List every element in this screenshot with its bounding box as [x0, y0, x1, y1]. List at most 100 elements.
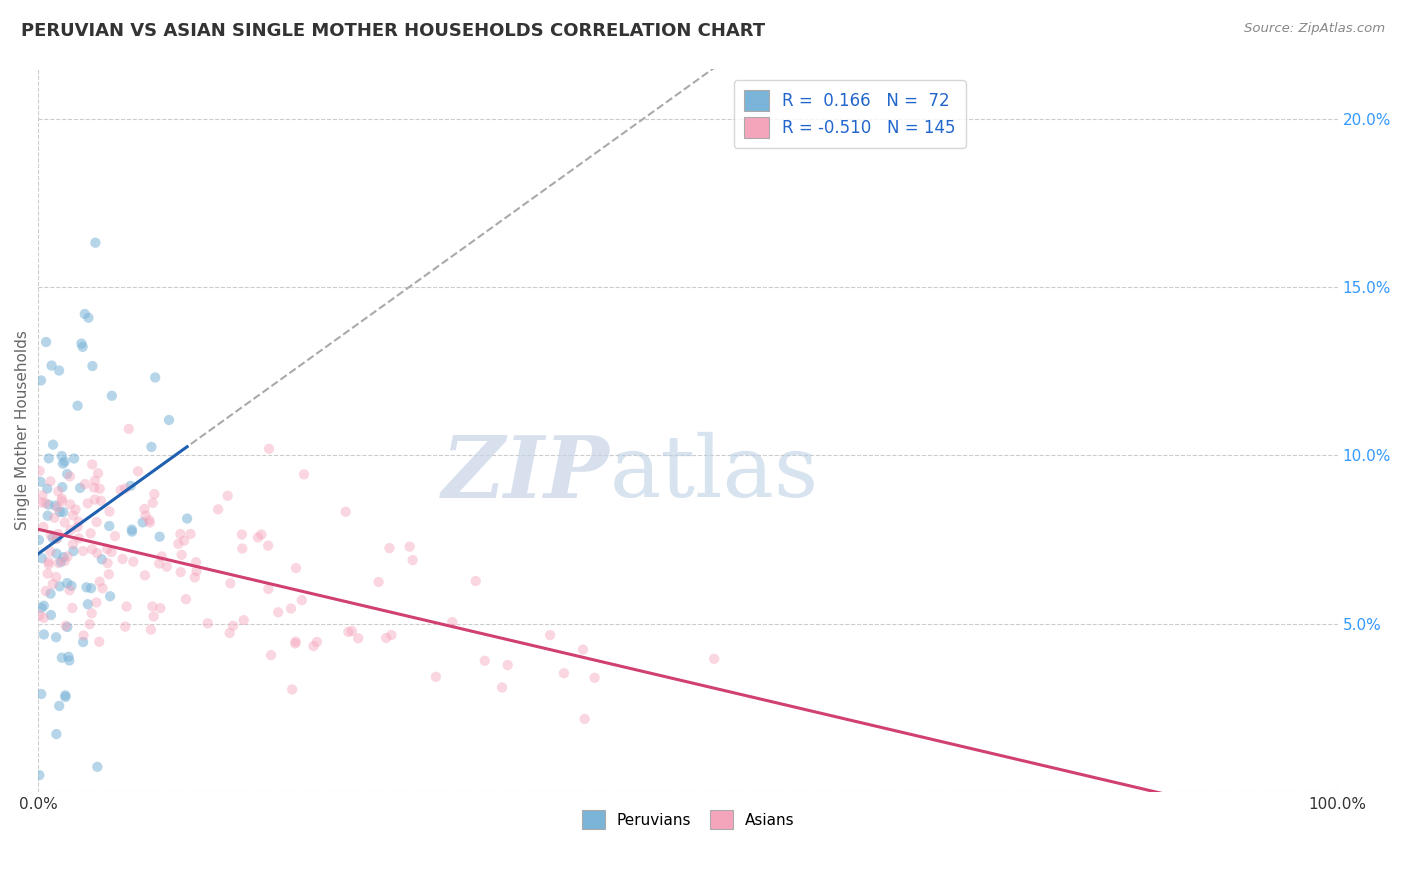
Point	[139, 623, 162, 637]
Point	[574, 712, 596, 726]
Point	[464, 574, 486, 588]
Point	[53, 516, 76, 530]
Point	[52, 505, 75, 519]
Point	[59, 583, 82, 598]
Point	[67, 515, 90, 529]
Point	[104, 529, 127, 543]
Point	[62, 508, 84, 523]
Text: ZIP: ZIP	[443, 432, 610, 516]
Point	[32, 627, 55, 641]
Point	[42, 577, 65, 591]
Point	[34, 496, 56, 510]
Point	[82, 359, 104, 373]
Point	[39, 475, 62, 489]
Point	[76, 580, 98, 594]
Point	[176, 511, 198, 525]
Point	[114, 619, 136, 633]
Point	[167, 537, 190, 551]
Point	[73, 307, 96, 321]
Point	[56, 467, 79, 481]
Point	[110, 483, 132, 497]
Point	[553, 666, 575, 681]
Point	[51, 449, 73, 463]
Point	[232, 613, 254, 627]
Point	[148, 557, 170, 571]
Point	[122, 555, 145, 569]
Point	[38, 451, 60, 466]
Point	[53, 455, 76, 469]
Point	[441, 615, 464, 629]
Point	[197, 616, 219, 631]
Point	[401, 553, 423, 567]
Point	[231, 541, 253, 556]
Point	[135, 508, 157, 523]
Point	[285, 561, 308, 575]
Point	[111, 552, 134, 566]
Point	[28, 608, 51, 623]
Point	[46, 531, 69, 545]
Point	[56, 576, 79, 591]
Point	[247, 531, 270, 545]
Point	[170, 548, 193, 562]
Point	[257, 539, 280, 553]
Point	[143, 370, 166, 384]
Point	[280, 601, 302, 615]
Point	[89, 634, 111, 648]
Point	[572, 642, 595, 657]
Point	[184, 555, 207, 569]
Point	[98, 504, 121, 518]
Point	[260, 648, 283, 662]
Point	[583, 671, 606, 685]
Point	[56, 549, 79, 564]
Point	[84, 235, 107, 250]
Point	[30, 475, 52, 489]
Point	[149, 530, 172, 544]
Point	[120, 479, 142, 493]
Point	[49, 555, 72, 569]
Point	[380, 628, 402, 642]
Point	[38, 555, 60, 569]
Point	[84, 492, 107, 507]
Point	[72, 544, 94, 558]
Point	[134, 502, 156, 516]
Point	[70, 336, 93, 351]
Point	[83, 474, 105, 488]
Point	[121, 524, 143, 539]
Point	[59, 523, 82, 537]
Point	[80, 606, 103, 620]
Point	[44, 510, 66, 524]
Point	[39, 587, 62, 601]
Point	[90, 552, 112, 566]
Point	[398, 540, 420, 554]
Point	[142, 609, 165, 624]
Point	[284, 636, 307, 650]
Point	[31, 488, 53, 502]
Point	[45, 727, 67, 741]
Point	[46, 527, 69, 541]
Point	[127, 464, 149, 478]
Point	[77, 310, 100, 325]
Point	[72, 340, 94, 354]
Point	[257, 582, 280, 596]
Point	[250, 527, 273, 541]
Point	[38, 558, 60, 572]
Point	[60, 579, 83, 593]
Point	[53, 688, 76, 702]
Point	[101, 389, 124, 403]
Point	[97, 567, 120, 582]
Point	[63, 451, 86, 466]
Point	[231, 527, 253, 541]
Point	[96, 556, 118, 570]
Point	[89, 574, 111, 589]
Point	[149, 601, 172, 615]
Point	[80, 542, 103, 557]
Point	[30, 601, 52, 615]
Point	[150, 549, 173, 564]
Point	[76, 496, 98, 510]
Point	[186, 564, 208, 578]
Point	[73, 477, 96, 491]
Point	[90, 493, 112, 508]
Point	[30, 687, 52, 701]
Point	[62, 537, 84, 551]
Point	[46, 484, 69, 499]
